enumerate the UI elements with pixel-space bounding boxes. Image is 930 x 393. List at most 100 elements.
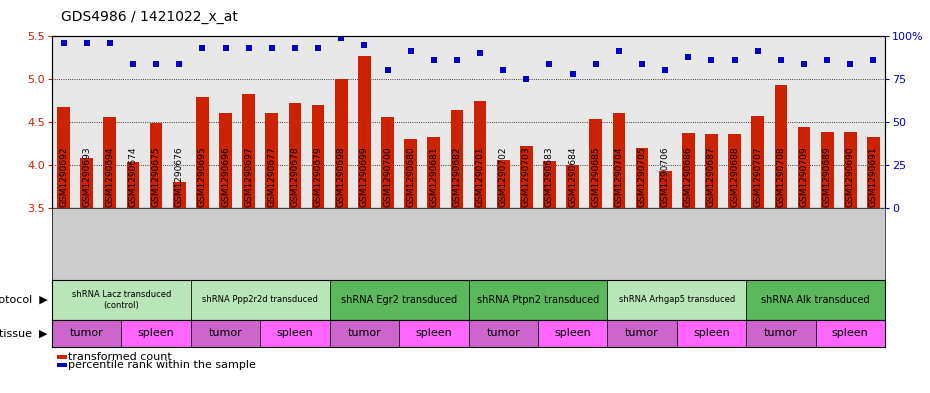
Point xyxy=(241,45,256,51)
Text: shRNA Egr2 transduced: shRNA Egr2 transduced xyxy=(341,295,458,305)
Point xyxy=(426,57,441,63)
Point xyxy=(195,45,210,51)
Point xyxy=(357,41,372,48)
Point xyxy=(56,40,71,46)
Bar xyxy=(196,97,208,208)
Bar xyxy=(867,138,880,208)
Bar xyxy=(821,132,833,208)
Bar xyxy=(329,280,469,320)
Bar xyxy=(191,320,260,347)
Bar xyxy=(607,280,746,320)
Bar xyxy=(428,137,440,208)
Bar xyxy=(728,134,741,208)
Text: tumor: tumor xyxy=(625,329,659,338)
Text: shRNA Lacz transduced
(control): shRNA Lacz transduced (control) xyxy=(72,290,171,310)
Text: transformed count: transformed count xyxy=(68,352,171,362)
Bar xyxy=(775,85,787,208)
Text: tumor: tumor xyxy=(486,329,520,338)
Text: shRNA Alk transduced: shRNA Alk transduced xyxy=(762,295,870,305)
Point xyxy=(449,57,464,63)
Bar xyxy=(746,320,816,347)
Text: shRNA Arhgap5 transduced: shRNA Arhgap5 transduced xyxy=(618,296,735,305)
Bar xyxy=(126,162,140,208)
Point xyxy=(264,45,279,51)
Bar xyxy=(358,56,371,208)
Point xyxy=(565,71,580,77)
Bar xyxy=(150,123,163,208)
Bar xyxy=(677,320,746,347)
Text: shRNA Ppp2r2d transduced: shRNA Ppp2r2d transduced xyxy=(203,296,318,305)
Point xyxy=(681,53,696,60)
Bar xyxy=(520,146,533,208)
Bar xyxy=(543,161,556,208)
Bar xyxy=(473,101,486,208)
Point xyxy=(774,57,789,63)
Bar xyxy=(399,320,469,347)
Bar xyxy=(816,320,885,347)
Bar xyxy=(636,148,648,208)
Text: tumor: tumor xyxy=(70,329,103,338)
Point xyxy=(658,67,672,73)
Point xyxy=(287,45,302,51)
Point xyxy=(866,57,881,63)
Text: spleen: spleen xyxy=(554,329,591,338)
Text: spleen: spleen xyxy=(276,329,313,338)
Bar xyxy=(260,320,329,347)
Text: percentile rank within the sample: percentile rank within the sample xyxy=(68,360,256,370)
Bar xyxy=(80,158,93,208)
Point xyxy=(611,48,626,55)
Bar xyxy=(450,110,463,208)
Bar xyxy=(312,105,325,208)
Point xyxy=(843,61,857,67)
Point xyxy=(542,61,557,67)
Point xyxy=(704,57,719,63)
Text: spleen: spleen xyxy=(416,329,452,338)
Bar xyxy=(288,103,301,208)
Bar xyxy=(469,320,538,347)
Text: tumor: tumor xyxy=(348,329,381,338)
Bar xyxy=(335,79,348,208)
Point xyxy=(102,40,117,46)
Bar xyxy=(751,116,764,208)
Bar xyxy=(52,320,122,347)
Bar xyxy=(243,94,255,208)
Text: tumor: tumor xyxy=(764,329,798,338)
Bar xyxy=(469,280,607,320)
Bar xyxy=(329,320,399,347)
Bar xyxy=(219,112,232,208)
Bar xyxy=(566,165,579,208)
Bar xyxy=(613,114,625,208)
Point xyxy=(149,61,164,67)
Bar xyxy=(798,127,810,208)
Point xyxy=(727,57,742,63)
Point xyxy=(589,61,604,67)
Bar xyxy=(705,134,718,208)
Text: spleen: spleen xyxy=(138,329,175,338)
Bar xyxy=(173,182,186,208)
Text: spleen: spleen xyxy=(832,329,869,338)
Point xyxy=(404,48,418,55)
Text: tissue  ▶: tissue ▶ xyxy=(0,329,47,338)
Bar xyxy=(103,117,116,208)
Point xyxy=(797,61,812,67)
Text: shRNA Ptpn2 transduced: shRNA Ptpn2 transduced xyxy=(477,295,599,305)
Text: tumor: tumor xyxy=(208,329,243,338)
Bar xyxy=(52,280,191,320)
Bar xyxy=(381,117,394,208)
Bar xyxy=(746,280,885,320)
Bar xyxy=(658,171,671,208)
Point xyxy=(79,40,94,46)
Bar xyxy=(122,320,191,347)
Bar xyxy=(191,280,329,320)
Point xyxy=(496,67,511,73)
Point xyxy=(634,61,649,67)
Point xyxy=(311,45,325,51)
Bar xyxy=(58,107,70,208)
Text: spleen: spleen xyxy=(693,329,730,338)
Bar xyxy=(405,139,417,208)
Point xyxy=(380,67,395,73)
Text: GDS4986 / 1421022_x_at: GDS4986 / 1421022_x_at xyxy=(61,10,238,24)
Text: protocol  ▶: protocol ▶ xyxy=(0,295,47,305)
Bar xyxy=(497,160,510,208)
Point xyxy=(472,50,487,56)
